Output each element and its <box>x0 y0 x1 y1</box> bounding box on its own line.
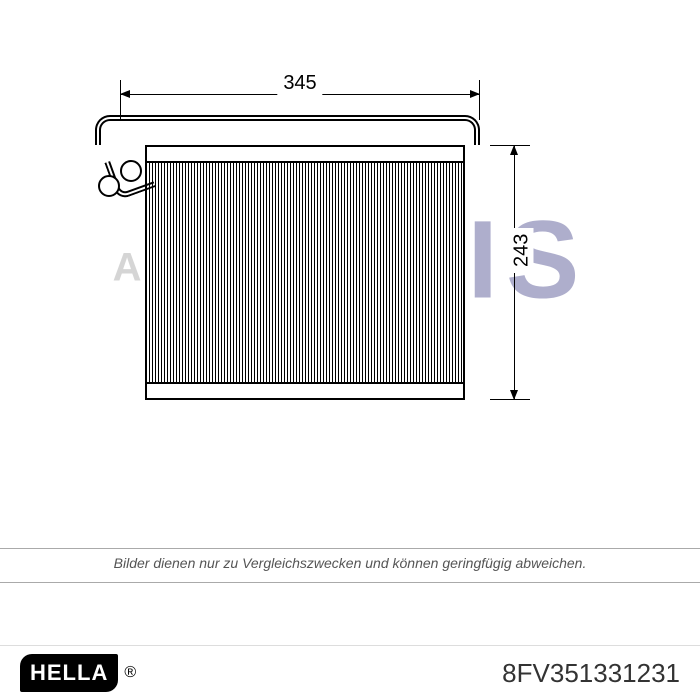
pipe-loop <box>95 115 480 145</box>
dimension-height-value: 243 <box>511 227 534 272</box>
port-upper <box>120 160 142 182</box>
port-lower <box>98 175 120 197</box>
brand-logo: HELLA ® <box>20 654 136 692</box>
evaporator-core <box>145 145 465 400</box>
registered-mark: ® <box>124 664 136 682</box>
divider <box>0 582 700 583</box>
technical-diagram: AKSDASIS 345 243 <box>90 60 610 460</box>
dimension-width-value: 345 <box>277 72 322 95</box>
part-number: 8FV351331231 <box>502 658 680 689</box>
divider <box>0 548 700 549</box>
disclaimer-text: Bilder dienen nur zu Vergleichszwecken u… <box>0 555 700 571</box>
dimension-width: 345 <box>120 80 480 110</box>
brand-name: HELLA <box>20 654 118 692</box>
footer: HELLA ® 8FV351331231 <box>0 645 700 700</box>
dimension-height: 243 <box>500 145 530 400</box>
